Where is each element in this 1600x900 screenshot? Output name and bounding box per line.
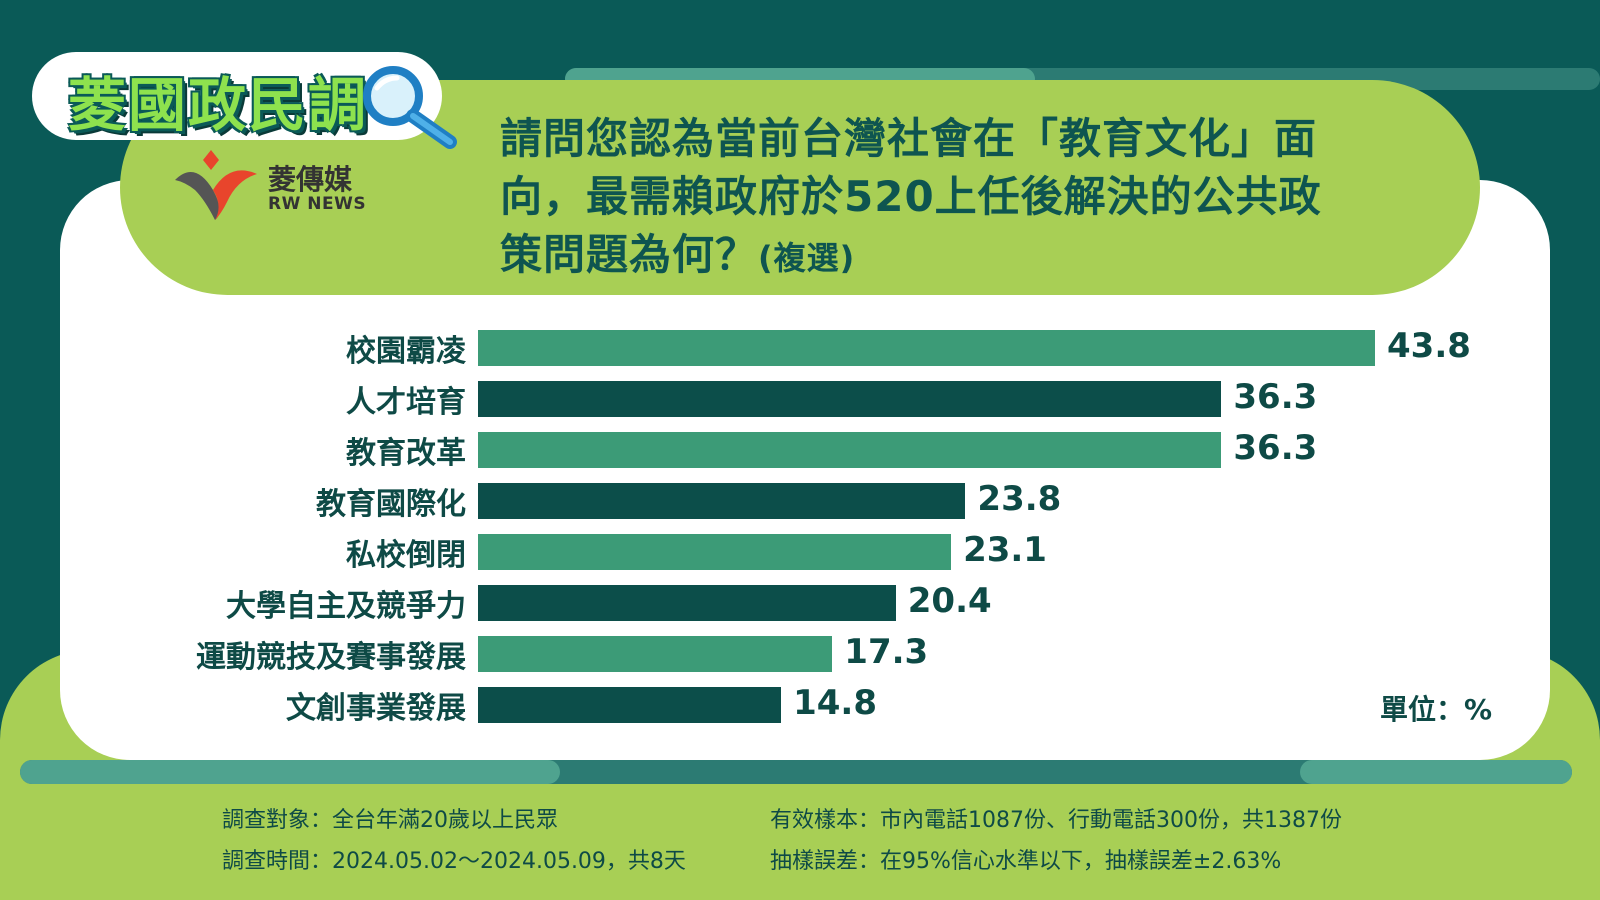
survey-target: 調查對象：全台年滿20歲以上民眾 xyxy=(222,808,558,833)
survey-error: 抽樣誤差：在95%信心水準以下，抽樣誤差±2.63% xyxy=(770,849,1282,874)
bar xyxy=(478,534,952,570)
decor-bar-bottom-left xyxy=(20,760,560,784)
category-label: 教育國際化 xyxy=(316,487,466,522)
survey-sample: 有效樣本：市內電話1087份、行動電話300份，共1387份 xyxy=(770,808,1342,833)
title-line-2: 向，最需賴政府於520上任後解決的公共政 xyxy=(500,172,1322,221)
category-label: 校園霸凌 xyxy=(346,334,466,369)
title-line-1: 請問您認為當前台灣社會在「教育文化」面 xyxy=(500,114,1318,163)
decor-bar-bottom-right xyxy=(1300,760,1572,784)
value-label: 43.8 xyxy=(1387,326,1471,366)
survey-period: 調查時間：2024.05.02～2024.05.09，共8天 xyxy=(222,849,686,874)
value-label: 17.3 xyxy=(844,632,929,672)
unit-label: 單位：% xyxy=(1380,693,1493,726)
value-label: 36.3 xyxy=(1233,377,1318,417)
logo-cn-text: 菱傳媒 xyxy=(268,163,353,196)
title-line-3: 策問題為何？(複選) xyxy=(500,226,1400,287)
value-label: 36.3 xyxy=(1233,428,1318,468)
category-label: 文創事業發展 xyxy=(286,691,466,726)
brand-badge-text: 菱國政民調 xyxy=(68,71,369,139)
category-label: 私校倒閉 xyxy=(346,538,466,573)
bar xyxy=(478,483,966,519)
category-label: 大學自主及競爭力 xyxy=(226,589,466,624)
category-label: 人才培育 xyxy=(346,385,466,420)
logo-en-text: RW NEWS xyxy=(268,194,367,214)
value-label: 20.4 xyxy=(907,581,992,621)
value-label: 23.8 xyxy=(977,479,1062,519)
value-label: 23.1 xyxy=(963,530,1047,570)
bar xyxy=(478,330,1375,366)
title-suffix: (複選) xyxy=(758,239,856,277)
title-line-3-text: 策問題為何？ xyxy=(500,230,759,279)
bar xyxy=(478,636,833,672)
category-label: 教育改革 xyxy=(346,436,466,471)
question-title: 請問您認為當前台灣社會在「教育文化」面 向，最需賴政府於520上任後解決的公共政… xyxy=(500,110,1400,287)
value-label: 14.8 xyxy=(793,683,877,723)
bar xyxy=(478,687,782,723)
bar xyxy=(478,585,896,621)
rw-news-logo-icon xyxy=(175,150,257,220)
category-label: 運動競技及賽事發展 xyxy=(196,640,466,675)
bar xyxy=(478,381,1222,417)
bar xyxy=(478,432,1222,468)
magnifier-icon xyxy=(363,66,457,149)
